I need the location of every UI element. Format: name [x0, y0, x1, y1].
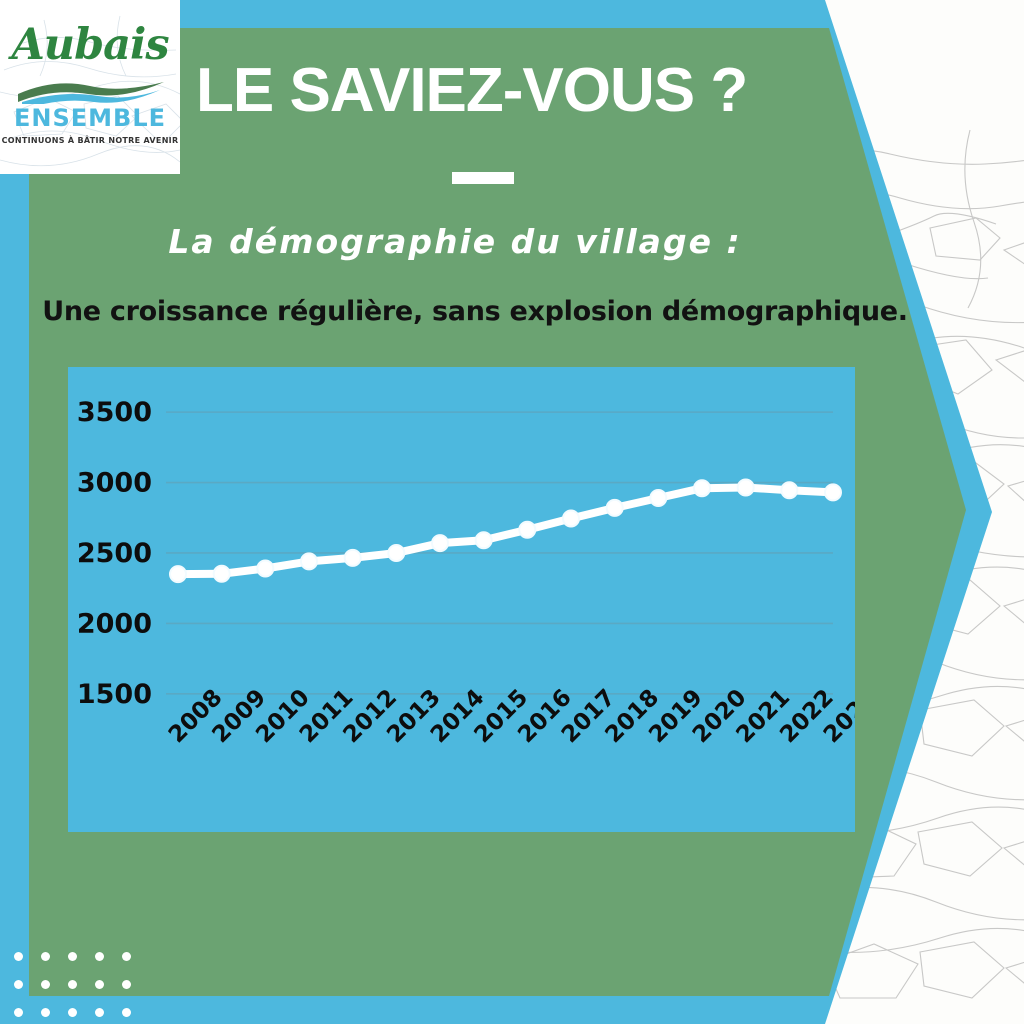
decorative-dot — [122, 952, 131, 961]
data-point-marker — [431, 534, 449, 553]
data-point-marker — [736, 478, 755, 497]
y-axis-tick-label: 3500 — [77, 397, 152, 428]
logo-swoosh-icon — [18, 82, 164, 104]
data-point-marker — [824, 483, 842, 502]
decorative-dot — [122, 1008, 131, 1017]
decorative-dot — [122, 980, 131, 989]
decorative-dot — [68, 952, 77, 961]
population-chart-panel: 1500 2000 2500 3000 3500 2008 2009 2010 2011 201… — [68, 367, 855, 832]
chart-y-axis-labels: 1500 2000 2500 3000 3500 — [77, 397, 152, 710]
data-point-marker — [256, 559, 275, 578]
data-point-marker — [300, 552, 318, 571]
section-description: Une croissance régulière, sans explosion… — [42, 296, 908, 327]
logo-title: Aubais — [11, 20, 169, 70]
logo-tagline: CONTINUONS À BÂTIR NOTRE AVENIR — [1, 136, 179, 145]
logo-box: Aubais ENSEMBLE CONTINUONS À BÂTIR NOTRE… — [0, 0, 180, 174]
y-axis-tick-label: 2500 — [77, 538, 152, 569]
section-subtitle: La démographie du village : — [168, 222, 742, 261]
population-series-line — [174, 483, 837, 579]
data-point-marker — [693, 479, 711, 498]
decorative-dot — [41, 952, 50, 961]
decorative-dot — [95, 952, 104, 961]
decorative-dot — [41, 980, 50, 989]
decorative-dot — [14, 1008, 23, 1017]
data-point-marker — [562, 509, 580, 528]
chart-gridlines — [166, 411, 833, 695]
data-point-marker — [212, 564, 231, 583]
decorative-dot — [68, 980, 77, 989]
data-point-marker — [169, 565, 187, 584]
data-point-marker — [343, 548, 362, 567]
decorative-dot — [14, 980, 23, 989]
decorative-dot — [14, 952, 23, 961]
data-point-marker — [780, 481, 799, 500]
data-point-marker — [474, 531, 493, 550]
data-point-marker — [605, 498, 624, 517]
data-point-marker — [649, 489, 668, 507]
decorative-dot — [41, 1008, 50, 1017]
data-point-marker — [387, 544, 406, 562]
decorative-dot — [95, 980, 104, 989]
data-point-marker — [518, 520, 537, 539]
y-axis-tick-label: 1500 — [77, 679, 152, 710]
decorative-dot — [68, 1008, 77, 1017]
y-axis-tick-label: 2000 — [77, 608, 152, 639]
logo-subtitle: ENSEMBLE — [13, 104, 167, 132]
y-axis-tick-label: 3000 — [77, 468, 152, 499]
page-title: LE SAVIEZ-VOUS ? — [196, 56, 748, 125]
title-divider — [452, 172, 514, 184]
population-data-points — [169, 478, 842, 584]
decorative-dot — [95, 1008, 104, 1017]
